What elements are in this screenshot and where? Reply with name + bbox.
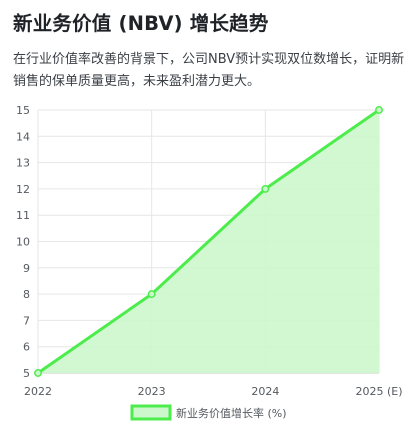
- y-tick-label: 13: [16, 157, 30, 170]
- x-tick-label: 2023: [138, 385, 166, 398]
- data-point[interactable]: [147, 290, 156, 299]
- y-tick-label: 12: [16, 183, 30, 196]
- series-area: [38, 110, 379, 373]
- y-tick-label: 5: [23, 367, 30, 380]
- data-point[interactable]: [34, 369, 42, 377]
- y-tick-label: 14: [16, 130, 30, 143]
- y-tick-label: 8: [23, 288, 30, 301]
- data-point[interactable]: [261, 184, 270, 193]
- series-line: [37, 108, 380, 375]
- x-tick-label: 2025 (E): [355, 385, 402, 398]
- y-axis: 5 6 7 8 9 10 11 12 13 14 15: [16, 104, 30, 380]
- x-tick-label: 2022: [24, 385, 52, 398]
- y-tick-label: 11: [16, 209, 30, 222]
- legend-label: 新业务价值增长率 (%): [176, 406, 287, 420]
- y-tick-label: 10: [16, 236, 30, 249]
- y-tick-label: 7: [23, 314, 30, 327]
- chart-description: 在行业价值率改善的背景下，公司NBV预计实现双位数增长，证明新销售的保单质量更高…: [13, 52, 405, 89]
- plot-area: [34, 106, 383, 377]
- x-tick-label: 2024: [251, 385, 279, 398]
- y-tick-label: 15: [16, 104, 30, 117]
- legend[interactable]: 新业务价值增长率 (%): [130, 404, 287, 421]
- y-tick-label: 9: [23, 262, 30, 275]
- data-point[interactable]: [375, 106, 383, 114]
- y-tick-label: 6: [23, 341, 30, 354]
- chart-title: 新业务价值 (NBV) 增长趋势: [13, 12, 269, 35]
- x-axis: 2022 2023 2024 2025 (E): [24, 385, 403, 398]
- legend-swatch: [130, 404, 172, 421]
